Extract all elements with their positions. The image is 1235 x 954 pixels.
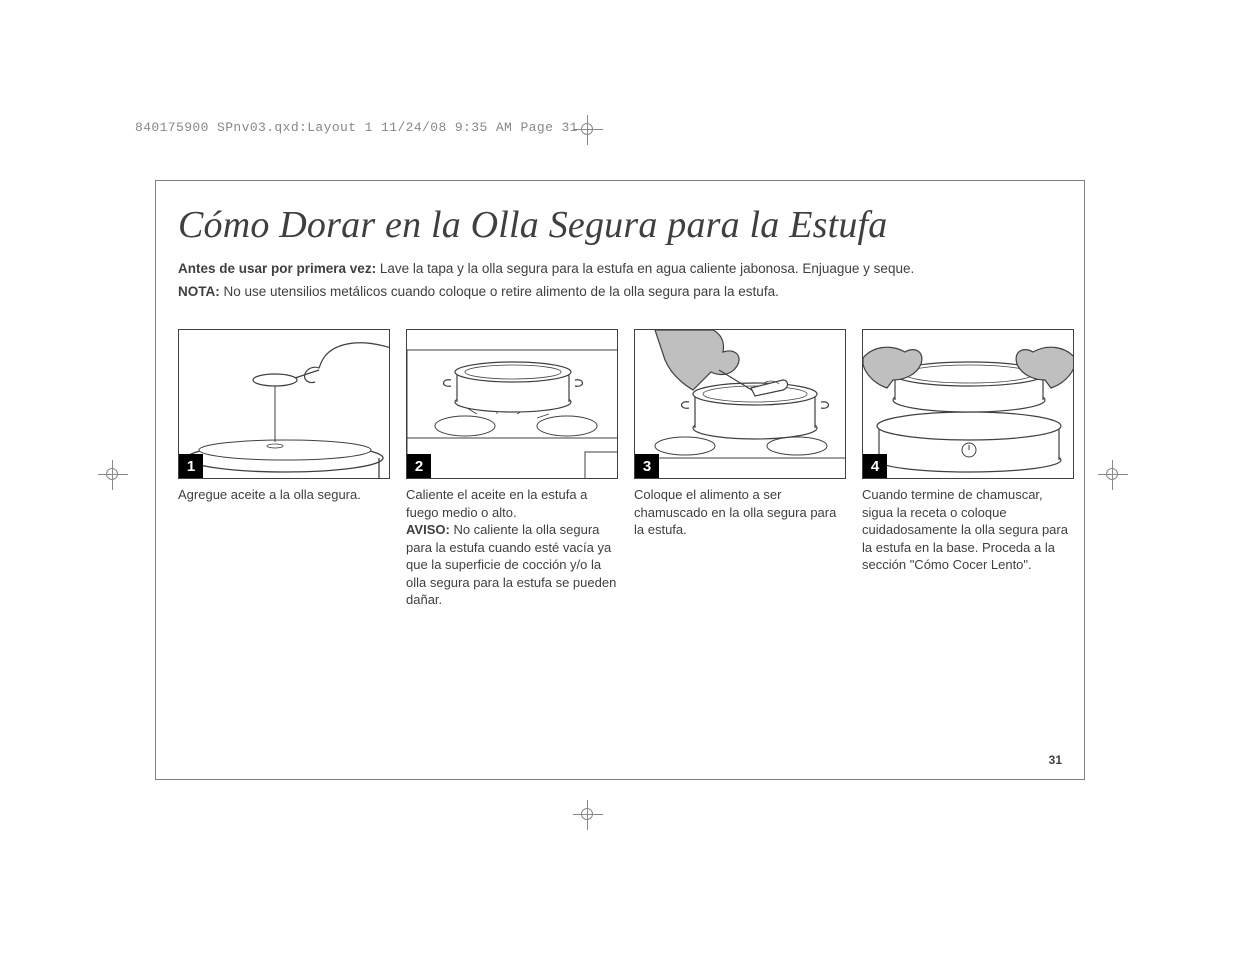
step-2-number: 2	[407, 454, 431, 478]
step-4-illustration: 4	[862, 329, 1074, 479]
step-2-caption-bold: AVISO:	[406, 522, 450, 537]
crop-mark-bottom	[573, 800, 603, 830]
page-title: Cómo Dorar en la Olla Segura para la Est…	[178, 203, 1062, 247]
intro-before-use-label: Antes de usar por primera vez:	[178, 261, 376, 276]
intro-before-use-text: Lave la tapa y la olla segura para la es…	[376, 261, 914, 276]
page-frame: Cómo Dorar en la Olla Segura para la Est…	[155, 180, 1085, 780]
step-4: 4 Cuando termine de chamuscar, sigua la …	[862, 329, 1074, 609]
step-2: 2 Caliente el aceite en la estufa a fueg…	[406, 329, 618, 609]
step-4-number: 4	[863, 454, 887, 478]
prepress-header: 840175900 SPnv03.qxd:Layout 1 11/24/08 9…	[135, 120, 578, 135]
step-3-caption: Coloque el alimento a ser chamuscado en …	[634, 486, 846, 539]
crop-mark-left	[98, 460, 128, 490]
intro-block: Antes de usar por primera vez: Lave la t…	[178, 259, 1062, 301]
crop-mark-top	[573, 115, 603, 145]
step-1-illustration: 1	[178, 329, 390, 479]
step-3: 3 Coloque el alimento a ser chamuscado e…	[634, 329, 846, 609]
step-1-number: 1	[179, 454, 203, 478]
step-1-caption: Agregue aceite a la olla segura.	[178, 486, 390, 504]
step-2-caption-pre: Caliente el aceite en la estufa a fuego …	[406, 487, 587, 520]
page-number: 31	[1049, 753, 1062, 767]
steps-row: 1 Agregue aceite a la olla segura.	[178, 329, 1062, 609]
step-2-illustration: 2	[406, 329, 618, 479]
step-1: 1 Agregue aceite a la olla segura.	[178, 329, 390, 609]
intro-before-use: Antes de usar por primera vez: Lave la t…	[178, 259, 1062, 279]
step-4-caption: Cuando termine de chamuscar, sigua la re…	[862, 486, 1074, 574]
step-3-number: 3	[635, 454, 659, 478]
step-3-illustration: 3	[634, 329, 846, 479]
intro-note-text: No use utensilios metálicos cuando coloq…	[220, 284, 779, 299]
step-2-caption: Caliente el aceite en la estufa a fuego …	[406, 486, 618, 609]
intro-note: NOTA: No use utensilios metálicos cuando…	[178, 282, 1062, 302]
intro-note-label: NOTA:	[178, 284, 220, 299]
crop-mark-right	[1098, 460, 1128, 490]
